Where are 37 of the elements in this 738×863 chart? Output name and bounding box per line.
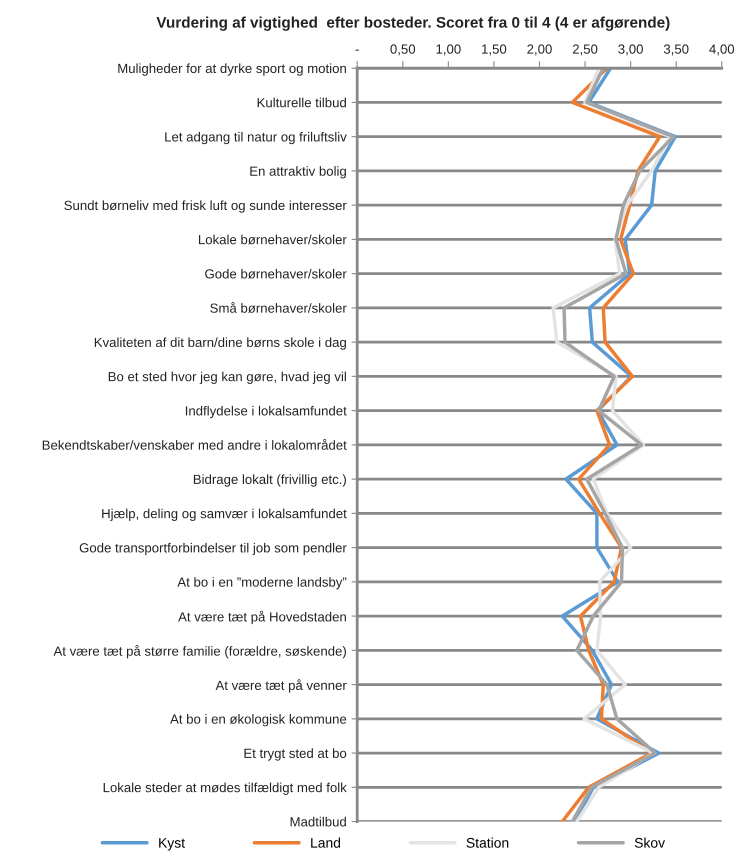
x-tick-label: 3,50 <box>664 44 689 56</box>
y-tick-label: Kvaliteten af dit barn/dine børns skole i dag <box>94 337 346 350</box>
y-tick-label: Bidrage lokalt (frivillig etc.) <box>194 474 346 487</box>
y-tick-label: At bo i en ”moderne landsby” <box>177 577 346 590</box>
y-tick-label: Et trygt sted at bo <box>244 748 346 761</box>
y-tick-label: Lokale børnehaver/skoler <box>198 234 347 244</box>
y-tick-label: At være tæt på venner <box>216 679 347 693</box>
x-tick-label: 4,00 <box>709 44 734 56</box>
x-tick-label: 0,50 <box>390 44 416 56</box>
x-tick-label: 2,50 <box>572 44 598 56</box>
y-tick-label: Lokale steder at mødes tilfældigt med folk <box>104 782 347 795</box>
y-tick-label: Indflydelse i lokalsamfundet <box>186 406 347 418</box>
x-tick-label: 1,50 <box>482 44 506 56</box>
legend-label: Kyst <box>159 838 185 850</box>
y-tick-label: At være tæt på større familie (forældre, søskende) <box>54 645 346 658</box>
y-tick-label: Gode børnehaver/skoler <box>205 268 347 279</box>
y-tick-label: Let adgang til natur og friluftsliv <box>165 132 347 144</box>
legend-label: Land <box>311 838 340 848</box>
y-tick-label: Madtilbud <box>290 816 346 826</box>
y-tick-label: Bekendtskaber/venskaber med andre i lokalområdet <box>42 439 347 450</box>
y-tick-label: En attraktiv bolig <box>250 166 346 178</box>
chart-title: Vurdering af vigtighed efter bosteder. Scoret fra 0 til 4 (4 er afgørende) <box>156 16 670 31</box>
y-tick-label: Bo et sted hvor jeg kan gøre, hvad jeg vil <box>108 372 346 384</box>
y-tick-label: At være tæt på Hovedstaden <box>178 610 346 624</box>
y-tick-label: Hjælp, deling og samvær i lokalsamfundet <box>102 508 347 521</box>
legend-label: Skov <box>634 838 665 848</box>
y-tick-label: Kulturelle tilbud <box>258 98 346 108</box>
y-tick-label: Sundt børneliv med frisk luft og sunde interesser <box>64 200 347 213</box>
y-tick-label: At bo i en økologisk kommune <box>170 714 346 726</box>
y-tick-label: Små børnehaver/skoler <box>210 302 347 313</box>
x-tick-label: - <box>356 50 359 51</box>
x-tick-label: 3,00 <box>618 44 643 56</box>
y-tick-label: Gode transportforbindelser til job som pendler <box>80 542 347 556</box>
legend-label: Station <box>466 838 508 848</box>
y-tick-label: Muligheder for at dyrke sport og motion <box>118 63 346 76</box>
x-tick-label: 2,00 <box>527 44 552 56</box>
x-tick-label: 1,00 <box>436 44 461 56</box>
